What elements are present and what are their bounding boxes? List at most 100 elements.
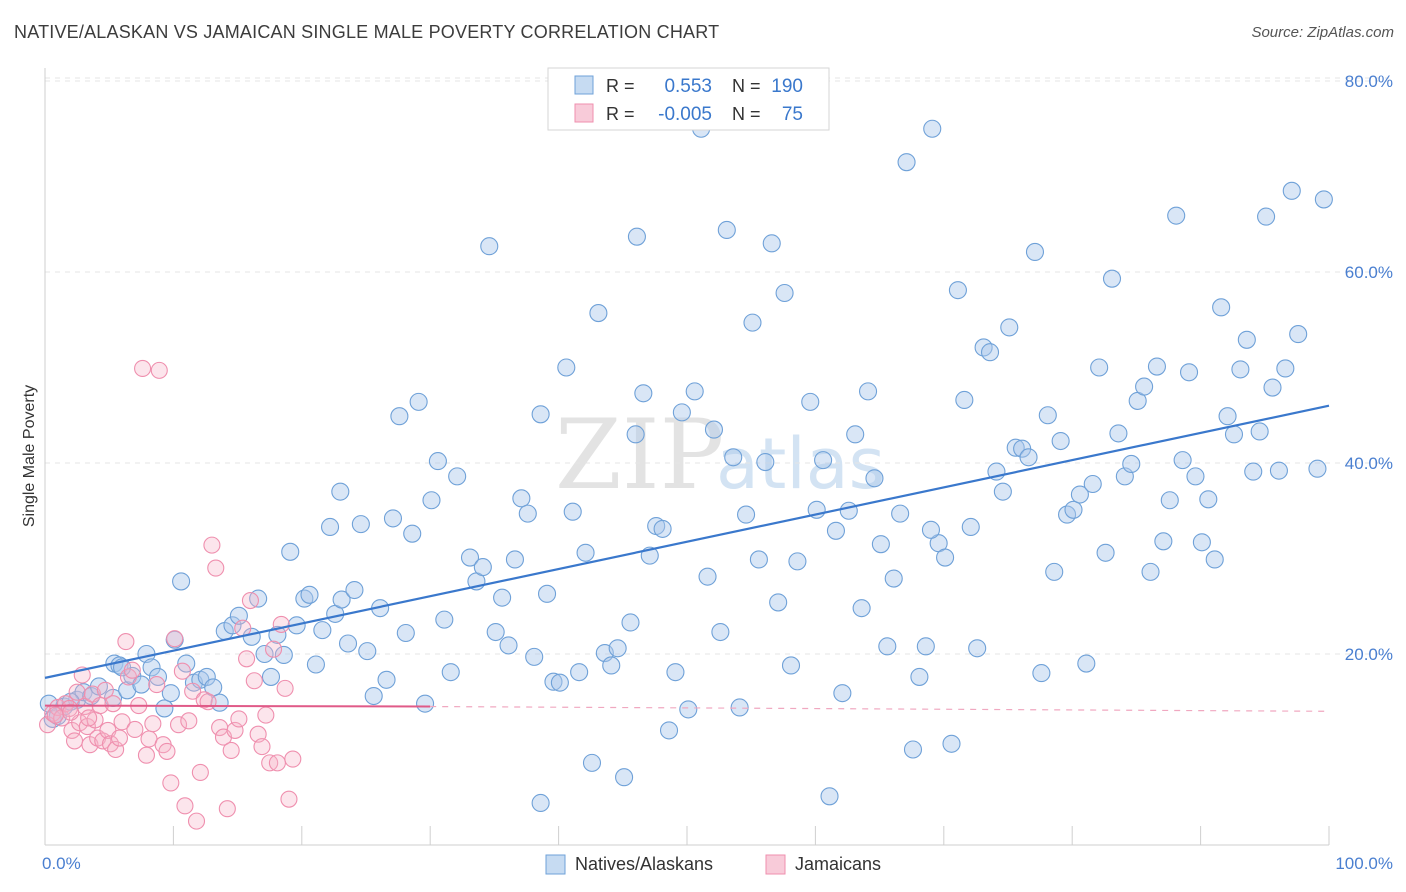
- natives-point-17: [155, 699, 174, 718]
- natives-point-73: [531, 405, 550, 424]
- natives-point-77: [550, 673, 569, 692]
- y-tick-label-80: 80.0%: [1345, 72, 1393, 91]
- natives-point-33: [268, 625, 287, 644]
- natives-point-199: [921, 520, 941, 539]
- natives-point-162: [1102, 269, 1122, 288]
- natives-point-139: [955, 390, 974, 410]
- jamaicans-point-72: [46, 706, 64, 724]
- natives-point-51: [383, 509, 403, 528]
- natives-point-102: [711, 622, 730, 642]
- natives-point-48: [364, 686, 383, 706]
- jamaicans-point-69: [276, 679, 294, 697]
- natives-point-13: [132, 675, 151, 694]
- natives-point-45: [345, 580, 364, 600]
- natives-point-85: [602, 656, 621, 675]
- legend-bottom-swatch-pink: [765, 854, 786, 875]
- natives-point-180: [1218, 407, 1237, 426]
- legend-r-value-2: -0.005: [658, 104, 712, 125]
- jamaicans-point-50: [203, 536, 221, 554]
- jamaicans-point-71: [284, 750, 302, 768]
- jamaicans-point-41: [169, 716, 188, 734]
- natives-point-67: [493, 588, 512, 607]
- natives-point-152: [1038, 406, 1057, 425]
- natives-point-184: [1244, 462, 1263, 481]
- natives-point-186: [1257, 207, 1276, 226]
- watermark: ZIP atlas: [555, 399, 885, 511]
- natives-point-60: [441, 663, 460, 682]
- natives-point-74: [531, 793, 550, 813]
- jamaicans-point-66: [265, 640, 283, 658]
- jamaicans-point-63: [253, 738, 271, 756]
- jamaicans-point-7: [65, 732, 84, 750]
- natives-point-176: [1192, 533, 1211, 552]
- jamaicans-point-49: [199, 693, 217, 711]
- natives-point-65: [480, 237, 499, 256]
- x-tick-label-min: 0.0%: [42, 854, 81, 873]
- natives-point-188: [1269, 461, 1288, 480]
- legend-n-value-2: 75: [782, 104, 803, 125]
- natives-point-56: [416, 694, 435, 713]
- natives-point-71: [518, 504, 537, 523]
- jamaicans-point-25: [113, 713, 131, 731]
- jamaicans-point-36: [150, 361, 168, 379]
- legend-swatch-pink: [574, 103, 594, 123]
- natives-point-147: [1006, 438, 1025, 457]
- natives-point-123: [852, 599, 871, 618]
- natives-point-68: [499, 636, 518, 655]
- natives-point-64: [473, 558, 492, 577]
- natives-point-124: [858, 382, 878, 401]
- jamaicans-point-40: [166, 630, 184, 648]
- natives-point-97: [679, 700, 698, 719]
- natives-point-35: [281, 542, 300, 561]
- natives-point-55: [409, 392, 428, 411]
- natives-point-168: [1141, 562, 1160, 581]
- x-tick-label-max: 100.0%: [1335, 854, 1393, 873]
- natives-point-82: [582, 753, 602, 772]
- legend-n-label-1: N =: [732, 76, 761, 96]
- natives-point-185: [1250, 422, 1269, 441]
- jamaicans-point-44: [180, 712, 198, 730]
- natives-point-75: [537, 584, 557, 603]
- natives-point-130: [897, 153, 916, 172]
- source-label: Source: ZipAtlas.com: [1251, 24, 1394, 41]
- jamaicans-point-74: [80, 709, 98, 727]
- natives-point-86: [608, 639, 627, 658]
- legend-r-value-1: 0.553: [664, 76, 712, 97]
- natives-point-127: [878, 637, 897, 656]
- jamaicans-point-64: [257, 706, 275, 724]
- natives-point-165: [1122, 454, 1141, 474]
- natives-point-87: [615, 768, 634, 787]
- natives-point-52: [390, 407, 409, 426]
- natives-point-106: [737, 505, 756, 524]
- natives-point-98: [685, 382, 704, 401]
- natives-point-136: [936, 548, 955, 567]
- natives-point-20: [172, 572, 191, 591]
- natives-point-134: [923, 119, 942, 138]
- natives-point-23: [197, 667, 216, 686]
- natives-point-120: [833, 684, 852, 703]
- natives-point-143: [980, 343, 1000, 362]
- natives-point-151: [1032, 664, 1051, 683]
- natives-point-167: [1135, 377, 1154, 396]
- natives-point-61: [448, 467, 467, 486]
- natives-alaskans-points: [39, 119, 1333, 813]
- natives-point-175: [1186, 467, 1205, 486]
- jamaicans-point-22: [104, 695, 122, 713]
- natives-point-95: [666, 663, 685, 682]
- natives-point-160: [1090, 358, 1109, 377]
- legend-n-label-2: N =: [732, 104, 761, 124]
- legend-bottom-label-blue: Natives/Alaskans: [575, 854, 713, 874]
- natives-point-154: [1051, 431, 1070, 451]
- legend-n-value-1: 190: [771, 76, 803, 97]
- natives-point-54: [403, 524, 422, 543]
- natives-point-38: [300, 585, 319, 604]
- natives-point-178: [1205, 550, 1224, 569]
- natives-point-163: [1109, 424, 1128, 443]
- jamaicans-points: [39, 359, 302, 830]
- jamaicans-point-59: [238, 650, 256, 668]
- natives-point-174: [1179, 363, 1199, 382]
- natives-point-187: [1263, 378, 1282, 397]
- natives-point-27: [223, 616, 242, 635]
- jamaicans-point-57: [230, 710, 248, 728]
- natives-point-182: [1231, 360, 1250, 379]
